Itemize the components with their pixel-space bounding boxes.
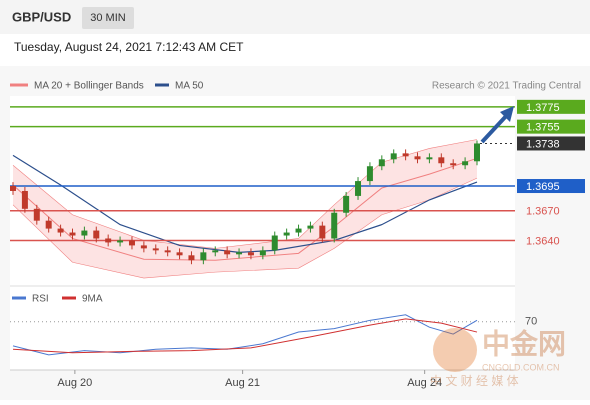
candle-body [414, 156, 421, 160]
candle-body [200, 252, 207, 261]
candle-body [366, 166, 373, 182]
watermark: 中金网 CNGOLD.COM.CN 中 文 财 经 媒 体 [430, 327, 566, 388]
candle-body [295, 228, 302, 233]
rsi-line [12, 314, 478, 356]
candle-body [474, 143, 480, 162]
candle-body [390, 153, 397, 160]
candle-body [45, 220, 52, 229]
candle-body [402, 153, 409, 157]
candle-body [188, 255, 195, 261]
forecast-arrow [480, 112, 510, 144]
candle-body [33, 208, 40, 221]
copyright: Research © 2021 Trading Central [432, 81, 581, 92]
candle-body [105, 238, 112, 243]
x-tick-label: Aug 24 [407, 377, 442, 389]
level-label: 1.3640 [526, 235, 560, 247]
candle-body [57, 228, 64, 233]
candle-body [343, 195, 350, 213]
legend-label: 9MA [82, 294, 103, 305]
candle-body [355, 181, 362, 196]
datetime: Tuesday, August 24, 2021 7:12:43 AM CET [14, 40, 244, 54]
rsi-tick-label: 70 [525, 316, 537, 328]
legend-label: MA 50 [175, 81, 204, 92]
candle-body [164, 250, 171, 253]
level-label: 1.3755 [526, 122, 560, 134]
candle-body [93, 230, 100, 239]
candle-body [426, 157, 433, 160]
watermark-tagline: 中 文 财 经 媒 体 [430, 373, 519, 388]
bollinger-middle [12, 157, 478, 261]
arrow-head [500, 106, 514, 122]
level-label: 1.3670 [526, 206, 560, 218]
rsi-line [12, 318, 478, 354]
candle-body [307, 225, 314, 229]
candle-body [212, 250, 219, 253]
candle-body [236, 252, 243, 255]
candle-body [331, 212, 338, 239]
candle-body [283, 232, 290, 236]
watermark-logo: 中金网 [482, 327, 566, 359]
ma50-line [12, 154, 478, 253]
candle-body [271, 235, 278, 251]
candle-body [224, 250, 231, 255]
candle-body [21, 190, 28, 209]
x-tick-label: Aug 21 [225, 377, 260, 389]
candle-body [10, 186, 16, 191]
candle-body [438, 157, 445, 164]
candle-body [378, 159, 385, 167]
timeframe-button[interactable] [82, 7, 134, 29]
candle-body [450, 163, 457, 166]
level-label: 1.3695 [526, 181, 560, 193]
candle-body [140, 245, 147, 249]
candle-body [259, 250, 266, 256]
candle-body [128, 240, 135, 246]
bollinger-lower [12, 177, 478, 279]
level-label: 1.3775 [526, 102, 560, 114]
level-box [517, 99, 585, 114]
level-box [517, 136, 585, 151]
candle-body [81, 230, 88, 236]
candle-body [462, 161, 469, 166]
candle-body [247, 252, 254, 256]
candle-body [69, 232, 76, 236]
candle-body [319, 225, 326, 239]
candle-body [117, 240, 124, 243]
bollinger-upper [12, 139, 478, 249]
level-label: 1.3738 [526, 138, 560, 150]
watermark-site: CNGOLD.COM.CN [482, 362, 560, 372]
legend-label: RSI [32, 294, 49, 305]
x-tick-label: Aug 20 [57, 377, 92, 389]
symbol: GBP/USD [12, 9, 71, 24]
level-box [517, 179, 585, 194]
timeframe[interactable]: 30 MIN [90, 12, 126, 24]
watermark-icon [433, 328, 477, 372]
level-box [517, 119, 585, 134]
legend-label: MA 20 + Bollinger Bands [34, 81, 144, 92]
candle-body [176, 252, 183, 256]
candle-body [152, 248, 159, 251]
